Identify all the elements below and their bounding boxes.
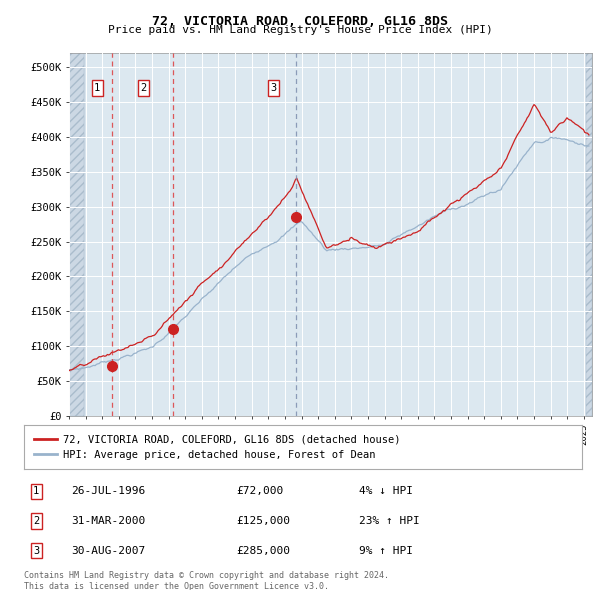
Text: 30-AUG-2007: 30-AUG-2007 [71, 546, 146, 556]
Text: £72,000: £72,000 [236, 486, 283, 496]
Text: 1: 1 [33, 486, 40, 496]
Text: 26-JUL-1996: 26-JUL-1996 [71, 486, 146, 496]
Text: 3: 3 [270, 83, 277, 93]
Text: 1: 1 [94, 83, 100, 93]
Legend: 72, VICTORIA ROAD, COLEFORD, GL16 8DS (detached house), HPI: Average price, deta: 72, VICTORIA ROAD, COLEFORD, GL16 8DS (d… [29, 430, 404, 464]
Text: 31-MAR-2000: 31-MAR-2000 [71, 516, 146, 526]
Text: £285,000: £285,000 [236, 546, 290, 556]
Text: 72, VICTORIA ROAD, COLEFORD, GL16 8DS: 72, VICTORIA ROAD, COLEFORD, GL16 8DS [152, 15, 448, 28]
Text: 9% ↑ HPI: 9% ↑ HPI [359, 546, 413, 556]
Text: Price paid vs. HM Land Registry's House Price Index (HPI): Price paid vs. HM Land Registry's House … [107, 25, 493, 35]
Text: 23% ↑ HPI: 23% ↑ HPI [359, 516, 419, 526]
Text: Contains HM Land Registry data © Crown copyright and database right 2024.
This d: Contains HM Land Registry data © Crown c… [24, 571, 389, 590]
Text: £125,000: £125,000 [236, 516, 290, 526]
Text: 3: 3 [33, 546, 40, 556]
Text: 2: 2 [140, 83, 147, 93]
Text: 4% ↓ HPI: 4% ↓ HPI [359, 486, 413, 496]
Text: 2: 2 [33, 516, 40, 526]
